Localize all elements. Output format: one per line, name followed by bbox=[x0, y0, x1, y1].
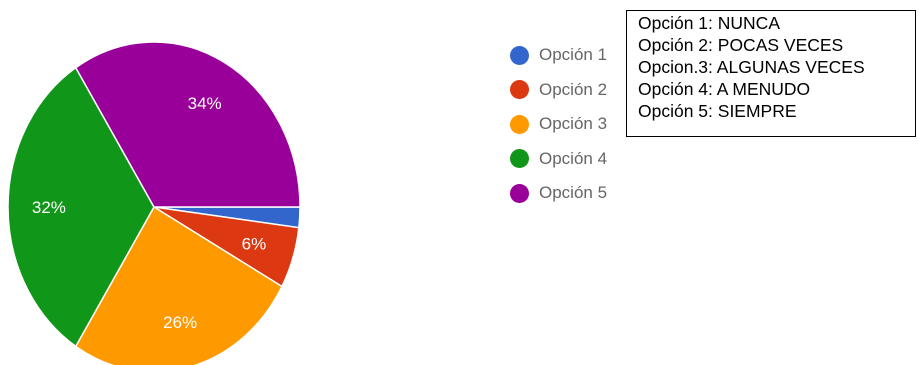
legend-marker-opcion-3 bbox=[510, 114, 529, 134]
slice-label-opcion-2: 6% bbox=[242, 235, 267, 254]
legend-item-opcion-2: Opción 2 bbox=[510, 73, 607, 108]
legend-item-opcion-4: Opción 4 bbox=[510, 142, 607, 177]
legend-marker-opcion-4 bbox=[510, 149, 529, 169]
slice-label-opcion-4: 32% bbox=[32, 198, 66, 217]
legend-label-opcion-1: Opción 1 bbox=[539, 45, 608, 65]
legend-label-opcion-2: Opción 2 bbox=[539, 79, 608, 99]
options-note-box: Opción 1: NUNCA Opción 2: POCAS VECES Op… bbox=[626, 10, 916, 137]
note-line-opcion-3: Opcion.3: ALGUNAS VECES bbox=[638, 57, 865, 77]
legend-label-opcion-3: Opción 3 bbox=[539, 114, 608, 134]
note-line-opcion-5: Opción 5: SIEMPRE bbox=[638, 101, 797, 121]
slice-label-opcion-3: 26% bbox=[163, 313, 197, 332]
pie-slice-opcion-5 bbox=[74, 41, 301, 208]
slice-label-opcion-5: 34% bbox=[188, 94, 222, 113]
legend-marker-opcion-2 bbox=[510, 80, 529, 100]
legend-item-opcion-5: Opción 5 bbox=[510, 176, 607, 211]
pie-slice-opcion-4 bbox=[7, 66, 155, 348]
legend-marker-opcion-5 bbox=[510, 183, 529, 203]
note-line-opcion-4: Opción 4: A MENUDO bbox=[638, 79, 811, 99]
legend-item-opcion-3: Opción 3 bbox=[510, 107, 607, 142]
legend-label-opcion-4: Opción 4 bbox=[539, 148, 608, 168]
legend-item-opcion-1: Opción 1 bbox=[510, 38, 607, 73]
chart-legend: Opción 1 Opción 2 Opción 3 Opción 4 Opci… bbox=[510, 38, 607, 211]
note-line-opcion-1: Opción 1: NUNCA bbox=[638, 13, 780, 33]
legend-label-opcion-5: Opción 5 bbox=[539, 183, 608, 203]
pie-slice-opcion-3 bbox=[74, 205, 283, 365]
note-line-opcion-2: Opción 2: POCAS VECES bbox=[638, 35, 844, 55]
legend-marker-opcion-1 bbox=[510, 45, 529, 65]
